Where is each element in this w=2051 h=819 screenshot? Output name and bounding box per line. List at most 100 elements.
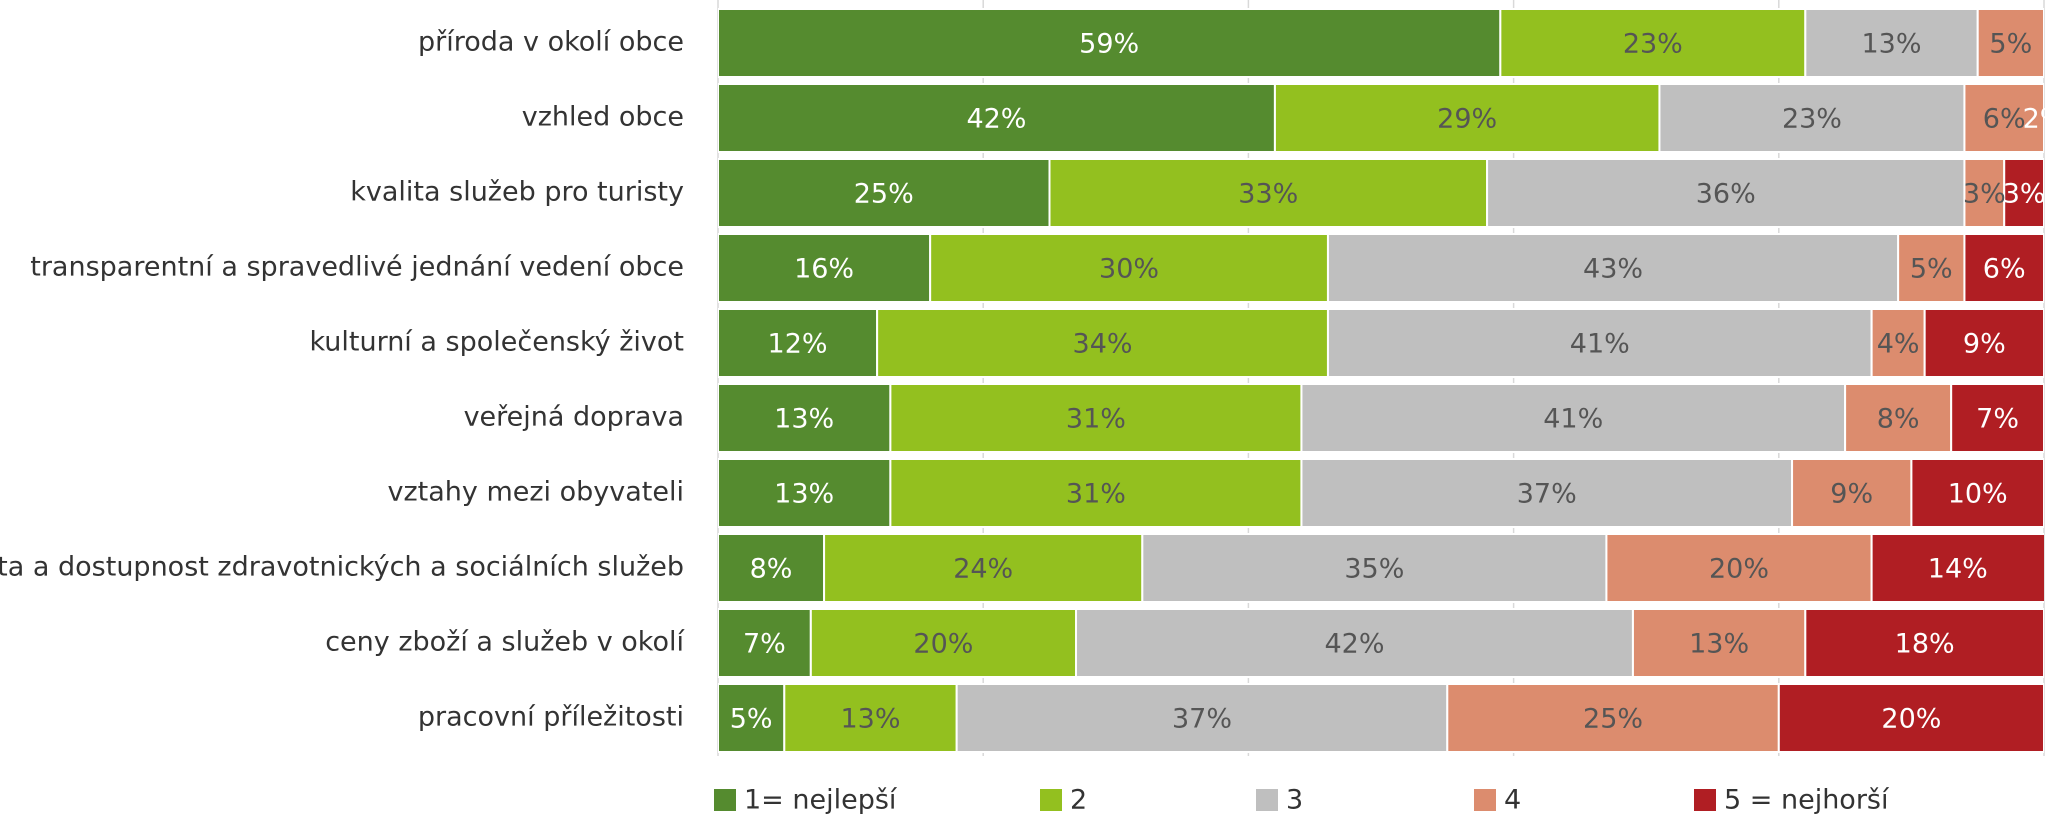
bar-segment <box>1326 233 1900 303</box>
bar-segment <box>718 8 1502 78</box>
bar-segment <box>1923 308 2044 378</box>
value-label: 14% <box>1928 554 1988 585</box>
bar-segment <box>2003 158 2044 228</box>
value-label: 7% <box>1976 404 2019 435</box>
value-label: 41% <box>1543 404 1603 435</box>
category-label: kulturní a společenský život <box>309 327 684 358</box>
value-label: 20% <box>1881 704 1941 735</box>
value-label: 42% <box>1324 629 1384 660</box>
value-label: 9% <box>1830 479 1873 510</box>
value-label: 25% <box>854 179 914 210</box>
value-label: 13% <box>1862 29 1922 60</box>
bar-segment <box>1605 533 1873 603</box>
value-label: 42% <box>966 104 1026 135</box>
value-label: 29% <box>1437 104 1497 135</box>
value-label: 41% <box>1570 329 1630 360</box>
value-label: 18% <box>1895 629 1955 660</box>
bar-segment <box>1300 383 1847 453</box>
value-label: 37% <box>1517 479 1577 510</box>
bar-segment <box>1963 233 2044 303</box>
bar-segment <box>1870 533 2044 603</box>
bar-segment <box>1976 8 2044 78</box>
value-label: 20% <box>913 629 973 660</box>
bar-segment <box>1844 383 1953 453</box>
bar-segment <box>955 683 1449 753</box>
category-label: vztahy mezi obyvateli <box>388 477 685 508</box>
legend-swatch <box>714 789 736 811</box>
bar-segment <box>1897 233 1966 303</box>
legend-swatch <box>1256 789 1278 811</box>
value-label: 36% <box>1696 179 1756 210</box>
value-label: 20% <box>1709 554 1769 585</box>
value-label: 31% <box>1066 404 1126 435</box>
value-label: 3% <box>1963 179 2006 210</box>
bar-segment <box>718 308 879 378</box>
legend-label: 3 <box>1286 785 1303 816</box>
legend-swatch <box>1040 789 1062 811</box>
category-label: kvalita a dostupnost zdravotnických a so… <box>0 552 684 583</box>
value-label: 37% <box>1172 704 1232 735</box>
bar-segment <box>1075 608 1634 678</box>
value-label: 25% <box>1583 704 1643 735</box>
bar-segment <box>1326 308 1873 378</box>
value-label: 13% <box>774 404 834 435</box>
category-label: vzhled obce <box>522 102 684 133</box>
value-label: 23% <box>1623 29 1683 60</box>
category-label: transparentní a spravedlivé jednání vede… <box>30 252 684 283</box>
bar-segment <box>718 683 786 753</box>
value-label: 7% <box>743 629 786 660</box>
bar-segment <box>1804 8 1979 78</box>
value-label: 13% <box>840 704 900 735</box>
value-label: 33% <box>1238 179 1298 210</box>
value-label: 30% <box>1099 254 1159 285</box>
bar-segment <box>929 233 1329 303</box>
bar-segment <box>889 383 1303 453</box>
value-label: 12% <box>768 329 828 360</box>
value-label: 35% <box>1344 554 1404 585</box>
value-label: 2% <box>2023 104 2051 135</box>
bar-segment <box>876 308 1329 378</box>
category-label: veřejná doprava <box>464 402 684 433</box>
value-label: 23% <box>1782 104 1842 135</box>
bar-segment <box>1910 458 2044 528</box>
value-label: 13% <box>1689 629 1749 660</box>
bars <box>718 8 2044 753</box>
labels: příroda v okolí obce 59% 23% 13% 5%vzhled ob… <box>0 27 2051 816</box>
bar-segment <box>1804 608 2044 678</box>
value-label: 6% <box>1983 104 2026 135</box>
bar-segment <box>718 533 826 603</box>
value-label: 9% <box>1963 329 2006 360</box>
bar-segment <box>718 458 892 528</box>
bar-segment <box>1631 608 1807 678</box>
bar-segment <box>718 233 932 303</box>
value-label: 4% <box>1877 329 1920 360</box>
value-label: 10% <box>1948 479 2008 510</box>
value-label: 59% <box>1079 29 1139 60</box>
value-label: 8% <box>1877 404 1920 435</box>
value-label: 5% <box>1910 254 1953 285</box>
bar-segment <box>1777 683 2044 753</box>
bar-segment <box>1446 683 1780 753</box>
value-label: 13% <box>774 479 834 510</box>
bar-segment <box>1950 383 2044 453</box>
bar-segment <box>1141 533 1608 603</box>
category-label: ceny zboží a služeb v okolí <box>325 627 685 658</box>
category-label: příroda v okolí obce <box>418 27 684 58</box>
bar-segment <box>718 608 812 678</box>
bar-segment <box>1870 308 1926 378</box>
category-label: kvalita služeb pro turisty <box>350 177 684 208</box>
legend-swatch <box>1474 789 1496 811</box>
bar-segment <box>1486 158 1966 228</box>
category-label: pracovní příležitosti <box>418 702 684 733</box>
value-label: 5% <box>1989 29 2032 60</box>
value-label: 34% <box>1073 329 1133 360</box>
bar-segment <box>718 158 1051 228</box>
value-label: 3% <box>2003 179 2046 210</box>
legend-label: 2 <box>1070 785 1087 816</box>
value-label: 24% <box>953 554 1013 585</box>
value-label: 43% <box>1583 254 1643 285</box>
legend-label: 5 = nejhorší <box>1724 785 1890 816</box>
bar-segment <box>823 533 1144 603</box>
